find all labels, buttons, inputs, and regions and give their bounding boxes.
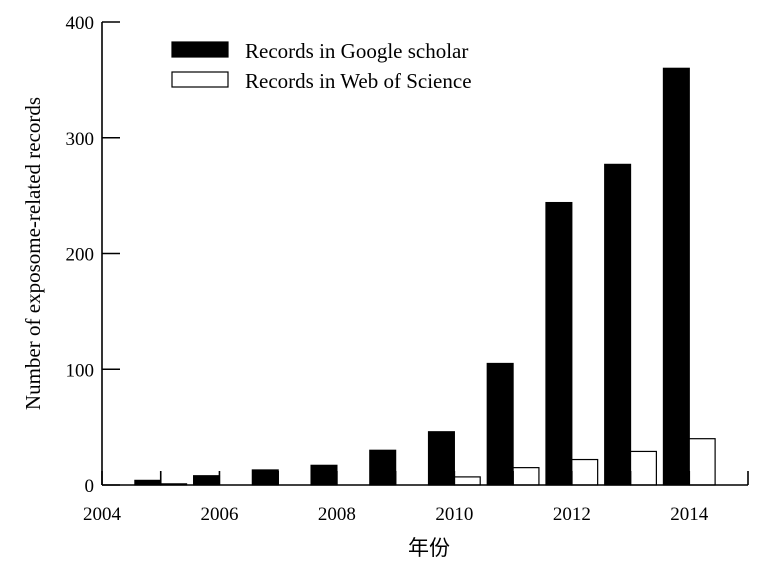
bar-google-scholar (193, 475, 221, 486)
bar-google-scholar (427, 431, 455, 486)
x-tick-label: 2004 (83, 504, 122, 525)
y-tick-label: 100 (66, 360, 95, 381)
bar-google-scholar (486, 362, 514, 486)
bar-google-scholar (604, 163, 632, 486)
bar-web-of-science (688, 438, 716, 486)
bar-google-scholar (251, 469, 279, 486)
x-ticks-group: 2004 2006 2008 2010 2012 2014 (83, 471, 749, 525)
legend-label-google-scholar: Records in Google scholar (245, 39, 468, 63)
y-tick-label: 300 (66, 129, 95, 150)
x-tick-label: 2008 (318, 504, 356, 525)
x-tick-label: 2006 (200, 504, 238, 525)
y-axis-title: Number of exposome-related records (21, 97, 45, 410)
bar-web-of-science (629, 450, 657, 486)
legend-swatch-web-of-science (171, 71, 229, 88)
bar-google-scholar (662, 67, 690, 486)
bar-web-of-science (453, 476, 481, 486)
legend: Records in Google scholar Records in Web… (171, 39, 472, 93)
y-tick-label: 200 (66, 245, 95, 266)
y-tick-label: 0 (85, 476, 95, 497)
x-tick-label: 2014 (670, 504, 709, 525)
x-tick-label: 2010 (435, 504, 473, 525)
bar-google-scholar (369, 449, 397, 486)
legend-label-web-of-science: Records in Web of Science (245, 69, 472, 93)
x-axis-title: 年份 (408, 536, 450, 560)
bar-web-of-science (571, 458, 599, 486)
bar-google-scholar (545, 201, 573, 486)
bar-web-of-science (512, 467, 540, 486)
y-tick-label: 400 (66, 13, 95, 34)
bar-google-scholar (310, 464, 338, 486)
bars-group (134, 67, 716, 486)
legend-swatch-google-scholar (171, 41, 229, 58)
y-ticks-group: 0 100 200 300 400 (66, 13, 120, 497)
x-tick-label: 2012 (553, 504, 591, 525)
